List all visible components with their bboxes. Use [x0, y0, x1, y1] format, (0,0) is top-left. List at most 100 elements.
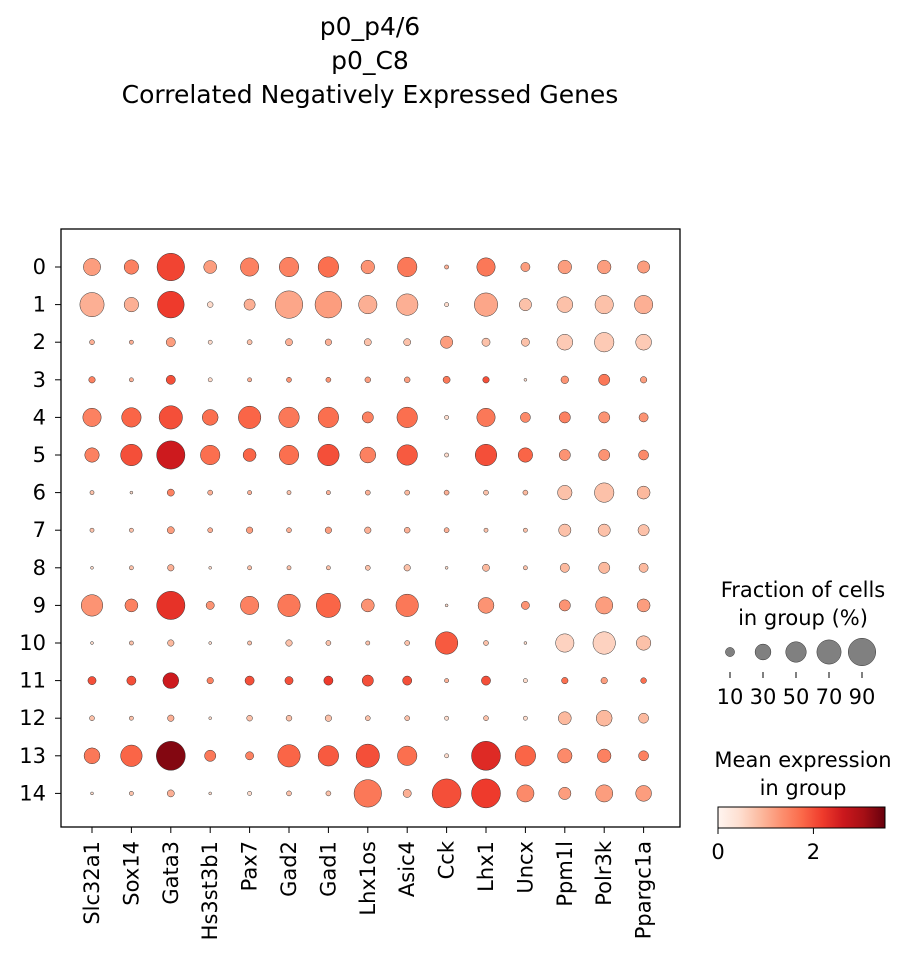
dot-7-Gad2: [286, 527, 292, 533]
dot-3-Ppargc1a: [640, 376, 648, 384]
y-tick-label-0: 0: [33, 255, 46, 279]
dot-4-Asic4: [396, 406, 418, 428]
y-tick-label-2: 2: [33, 330, 46, 354]
dot-0-Lhx1: [476, 257, 496, 277]
dot-4-Sox14: [121, 407, 142, 428]
dot-5-Gata3: [156, 440, 186, 470]
size-legend-dot-10: [725, 647, 735, 657]
dot-10-Lhx1: [483, 640, 489, 646]
x-tick-label-Lhx1: Lhx1: [474, 841, 498, 892]
dot-10-Cck: [435, 631, 459, 655]
dot-2-Slc32a1: [89, 339, 95, 345]
dot-0-Ppargc1a: [637, 260, 651, 274]
dot-0-Uncx: [520, 262, 531, 272]
dot-1-Ppm1l: [556, 296, 573, 313]
dot-3-Lhx1os: [364, 376, 371, 383]
x-tick-label-Hs3st3b1: Hs3st3b1: [198, 841, 222, 940]
dot-9-Sox14: [124, 598, 139, 613]
dot-4-Uncx: [520, 412, 531, 423]
dot-5-Ppargc1a: [638, 449, 649, 461]
dot-12-Gad1: [324, 714, 332, 722]
dot-2-Lhx1: [481, 337, 491, 347]
x-tick-label-Pax7: Pax7: [238, 841, 262, 891]
dot-10-Uncx: [523, 641, 528, 645]
dot-1-Gad2: [274, 290, 304, 319]
size-legend-dot-50: [785, 641, 807, 663]
dot-11-Cck: [444, 678, 449, 683]
dot-9-Gad1: [316, 593, 341, 618]
dot-9-Hs3st3b1: [205, 601, 215, 610]
dot-12-Cck: [444, 715, 449, 721]
dot-5-Ppm1l: [558, 449, 571, 461]
dot-4-Gad1: [317, 406, 339, 428]
size-legend-dot-70: [816, 639, 842, 665]
dot-10-Gata3: [167, 639, 175, 647]
x-tick-label-Slc32a1: Slc32a1: [80, 841, 104, 925]
x-tick-label-Ppargc1a: Ppargc1a: [632, 841, 656, 939]
dot-11-Asic4: [402, 675, 413, 686]
dot-10-Polr3k: [592, 631, 616, 655]
dot-10-Pax7: [247, 640, 252, 646]
dot-8-Sox14: [129, 565, 134, 571]
size-legend-title-line-1: Fraction of cells: [720, 578, 886, 602]
dot-1-Polr3k: [594, 295, 614, 315]
dot-8-Gad1: [326, 565, 331, 571]
dot-14-Asic4: [402, 789, 412, 798]
dot-9-Cck: [444, 603, 449, 608]
size-legend-dot-90: [847, 637, 877, 667]
dot-8-Lhx1: [482, 563, 490, 572]
dot-6-Gata3: [166, 488, 175, 497]
dot-12-Uncx: [523, 715, 528, 721]
dot-1-Lhx1: [474, 292, 498, 317]
dot-6-Slc32a1: [89, 490, 95, 495]
dot-13-Ppargc1a: [638, 750, 649, 762]
dot-6-Asic4: [404, 489, 410, 496]
dot-0-Sox14: [123, 259, 139, 275]
dot-9-Polr3k: [595, 596, 614, 615]
size-legend-label-90: 90: [849, 685, 876, 709]
dot-8-Polr3k: [598, 561, 611, 574]
dot-2-Gad2: [285, 338, 293, 347]
dot-10-Gad2: [285, 639, 293, 647]
dot-3-Hs3st3b1: [207, 377, 213, 383]
dot-5-Slc32a1: [84, 447, 100, 463]
dot-1-Slc32a1: [79, 292, 105, 317]
dot-9-Gata3: [156, 591, 186, 620]
dot-7-Ppargc1a: [637, 524, 650, 537]
y-tick-label-5: 5: [33, 443, 46, 467]
dot-0-Pax7: [240, 257, 260, 277]
dot-12-Ppargc1a: [638, 712, 649, 724]
dot-2-Gata3: [165, 337, 176, 348]
dot-10-Hs3st3b1: [208, 641, 212, 645]
x-tick-label-Polr3k: Polr3k: [592, 840, 616, 906]
dot-11-Sox14: [126, 675, 137, 686]
dot-1-Asic4: [396, 293, 419, 316]
dot-1-Hs3st3b1: [207, 301, 214, 308]
title-line-3: Correlated Negatively Expressed Genes: [121, 80, 619, 109]
dot-1-Gata3: [157, 290, 185, 319]
dot-3-Polr3k: [598, 373, 611, 386]
dot-11-Ppm1l: [561, 677, 569, 685]
dot-2-Lhx1os: [363, 338, 372, 347]
dot-3-Uncx: [523, 378, 528, 382]
x-tick-label-Gad1: Gad1: [316, 841, 340, 897]
dot-4-Lhx1: [476, 407, 496, 427]
dot-8-Ppm1l: [559, 562, 570, 573]
dot-12-Hs3st3b1: [208, 716, 212, 720]
dot-14-Hs3st3b1: [208, 791, 212, 796]
dot-11-Slc32a1: [87, 676, 97, 685]
size-legend-label-10: 10: [717, 685, 744, 709]
dot-3-Sox14: [129, 377, 134, 383]
dot-0-Gad1: [317, 256, 339, 278]
dot-1-Uncx: [518, 298, 532, 312]
dot-4-Hs3st3b1: [202, 409, 219, 426]
dot-0-Hs3st3b1: [203, 260, 217, 274]
dot-5-Lhx1: [474, 443, 498, 467]
dot-11-Uncx: [523, 678, 528, 683]
y-tick-label-13: 13: [19, 744, 46, 768]
dot-7-Polr3k: [597, 523, 611, 537]
dot-9-Slc32a1: [80, 594, 104, 617]
colorbar-label-2: 2: [807, 840, 820, 864]
